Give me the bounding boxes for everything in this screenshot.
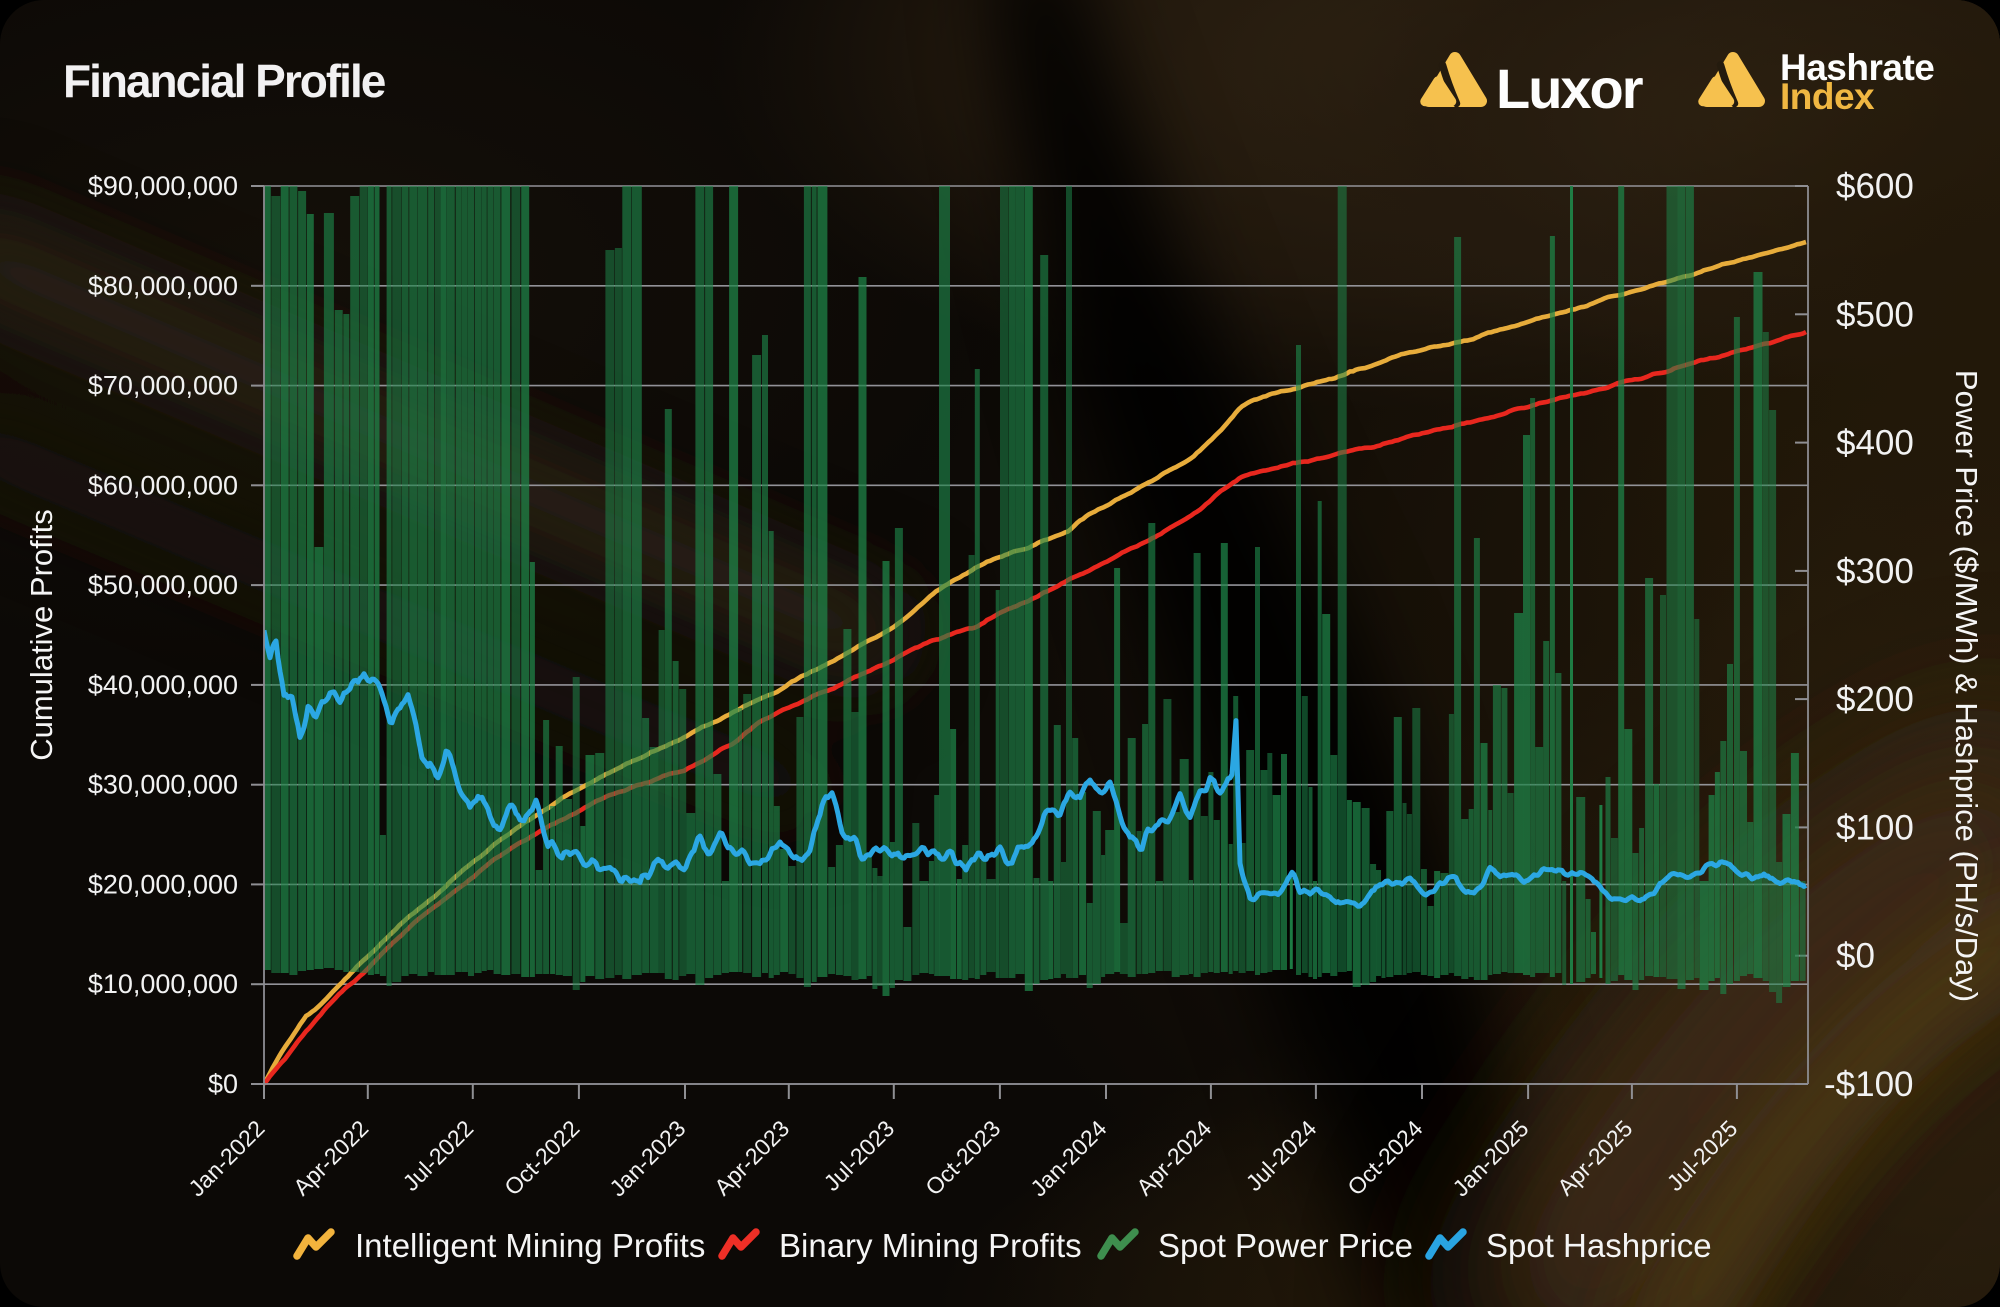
svg-text:$300: $300 (1836, 552, 1914, 591)
svg-text:$0: $0 (1836, 937, 1875, 976)
svg-text:$0: $0 (208, 1069, 238, 1099)
svg-text:Intelligent Mining Profits: Intelligent Mining Profits (355, 1227, 705, 1264)
svg-text:$60,000,000: $60,000,000 (88, 470, 238, 500)
svg-text:$30,000,000: $30,000,000 (88, 770, 238, 800)
svg-text:$10,000,000: $10,000,000 (88, 969, 238, 999)
svg-text:Spot Hashprice: Spot Hashprice (1486, 1227, 1712, 1264)
svg-text:Spot Power Price: Spot Power Price (1158, 1227, 1413, 1264)
svg-text:$70,000,000: $70,000,000 (88, 371, 238, 401)
svg-text:Financial Profile: Financial Profile (63, 55, 386, 107)
svg-text:$200: $200 (1836, 680, 1914, 719)
svg-text:Cumulative Profits: Cumulative Profits (24, 509, 59, 761)
svg-text:Hashrate: Hashrate (1780, 47, 1934, 88)
svg-text:$600: $600 (1836, 167, 1914, 206)
svg-text:$20,000,000: $20,000,000 (88, 869, 238, 899)
svg-text:$100: $100 (1836, 808, 1914, 847)
svg-text:-$100: -$100 (1824, 1065, 1914, 1104)
svg-text:$500: $500 (1836, 295, 1914, 334)
svg-text:Power Price ($/MWh) & Hashpric: Power Price ($/MWh) & Hashprice (PH/s/Da… (1949, 370, 1984, 1002)
svg-text:$50,000,000: $50,000,000 (88, 570, 238, 600)
svg-text:$90,000,000: $90,000,000 (88, 171, 238, 201)
svg-text:$400: $400 (1836, 424, 1914, 463)
svg-text:Index: Index (1780, 76, 1875, 117)
svg-text:Luxor: Luxor (1496, 57, 1643, 120)
svg-text:$80,000,000: $80,000,000 (88, 271, 238, 301)
svg-text:$40,000,000: $40,000,000 (88, 670, 238, 700)
svg-text:Binary Mining Profits: Binary Mining Profits (779, 1227, 1082, 1264)
